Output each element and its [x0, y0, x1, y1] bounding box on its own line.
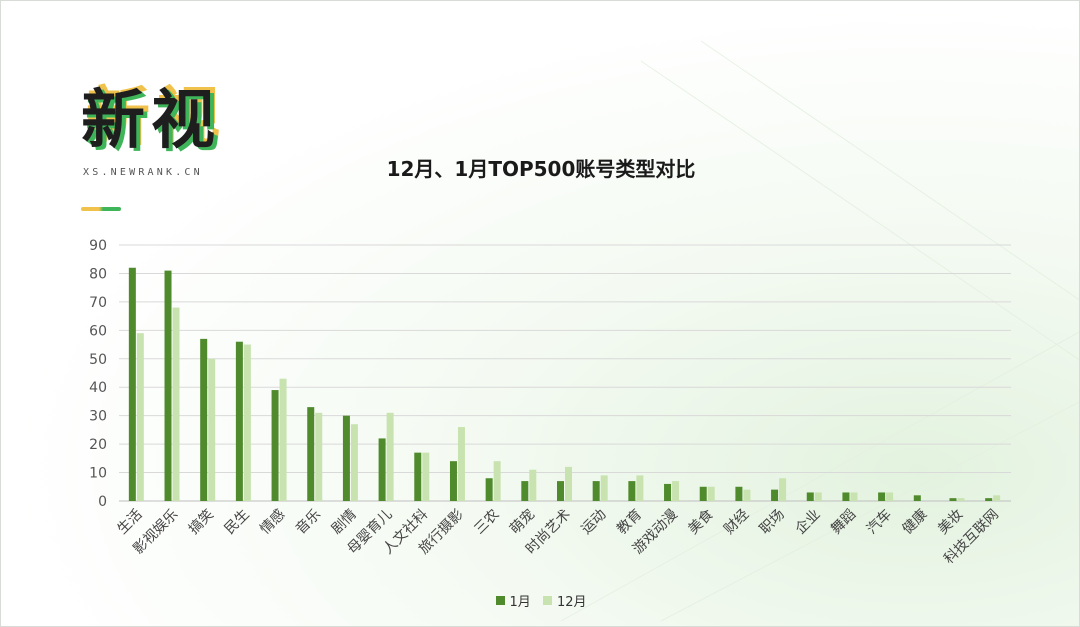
legend-label-jan: 1月 [510, 591, 531, 610]
bar-dec [351, 424, 358, 501]
bar-jan [878, 492, 885, 501]
bar-dec [137, 333, 144, 501]
x-tick-label: 音乐 [292, 506, 324, 538]
bar-jan [414, 453, 421, 501]
bar-jan [557, 481, 564, 501]
x-tick-label: 搞笑 [186, 507, 217, 538]
bar-dec [743, 490, 750, 501]
x-tick-label: 舞蹈 [828, 507, 859, 538]
bar-jan [236, 342, 243, 501]
bar-dec [850, 492, 857, 501]
x-tick-label: 情感 [257, 506, 289, 538]
bar-jan [771, 490, 778, 501]
bar-dec [208, 359, 215, 501]
bar-dec [173, 308, 180, 501]
y-tick-label: 30 [89, 409, 107, 425]
bar-jan [593, 481, 600, 501]
bar-dec [529, 470, 536, 501]
x-tick-label: 美食 [685, 506, 717, 538]
bar-dec [244, 345, 251, 501]
bar-dec [565, 467, 572, 501]
y-tick-label: 60 [89, 323, 107, 339]
bar-jan [521, 481, 528, 501]
bar-jan [272, 390, 279, 501]
x-tick-label: 萌宠 [507, 507, 538, 538]
x-tick-label: 教育 [614, 507, 645, 538]
bar-dec [993, 495, 1000, 501]
y-tick-label: 80 [89, 266, 107, 282]
bar-dec [601, 475, 608, 501]
y-tick-label: 20 [89, 437, 107, 453]
bar-dec [280, 379, 287, 501]
bar-jan [985, 498, 992, 501]
bar-jan [735, 487, 742, 501]
y-tick-label: 40 [89, 380, 107, 396]
legend: 1月 12月 [1, 591, 1080, 610]
bar-jan [450, 461, 457, 501]
bar-dec [458, 427, 465, 501]
bar-jan [165, 271, 172, 501]
bar-jan [807, 492, 814, 501]
bar-dec [886, 492, 893, 501]
bar-jan [914, 495, 921, 501]
x-tick-label: 剧情 [329, 507, 360, 538]
legend-label-dec: 12月 [557, 591, 587, 610]
bar-jan [700, 487, 707, 501]
x-tick-label: 美妆 [935, 507, 966, 538]
x-tick-label: 汽车 [863, 506, 895, 538]
bar-jan [842, 492, 849, 501]
bar-jan [486, 478, 493, 501]
bar-dec [957, 498, 964, 501]
bar-dec [494, 461, 501, 501]
legend-item-dec: 12月 [543, 591, 587, 610]
bar-dec [422, 453, 429, 501]
x-tick-label: 企业 [792, 506, 824, 538]
legend-swatch-jan [496, 596, 505, 605]
bar-dec [779, 478, 786, 501]
bar-dec [387, 413, 394, 501]
x-tick-label: 健康 [899, 506, 931, 538]
bar-jan [949, 498, 956, 501]
y-tick-label: 50 [89, 352, 107, 368]
bar-jan [379, 438, 386, 501]
bar-jan [129, 268, 136, 501]
bar-jan [343, 416, 350, 501]
bar-jan [200, 339, 207, 501]
legend-swatch-dec [543, 596, 552, 605]
bar-jan [307, 407, 314, 501]
bar-dec [815, 492, 822, 501]
bar-jan [664, 484, 671, 501]
y-tick-label: 10 [89, 466, 107, 482]
x-tick-label: 运动 [578, 507, 609, 538]
bar-dec [315, 413, 322, 501]
x-tick-label: 生活 [115, 507, 146, 538]
x-tick-label: 财经 [721, 507, 752, 538]
bar-dec [708, 487, 715, 501]
y-tick-label: 0 [98, 494, 107, 510]
y-tick-label: 90 [89, 238, 107, 254]
bar-dec [672, 481, 679, 501]
bar-dec [636, 475, 643, 501]
y-tick-label: 70 [89, 295, 107, 311]
x-tick-label: 职场 [757, 507, 788, 538]
x-tick-label: 民生 [222, 507, 253, 538]
bar-jan [628, 481, 635, 501]
x-tick-label: 三农 [471, 507, 502, 538]
legend-item-jan: 1月 [496, 591, 531, 610]
